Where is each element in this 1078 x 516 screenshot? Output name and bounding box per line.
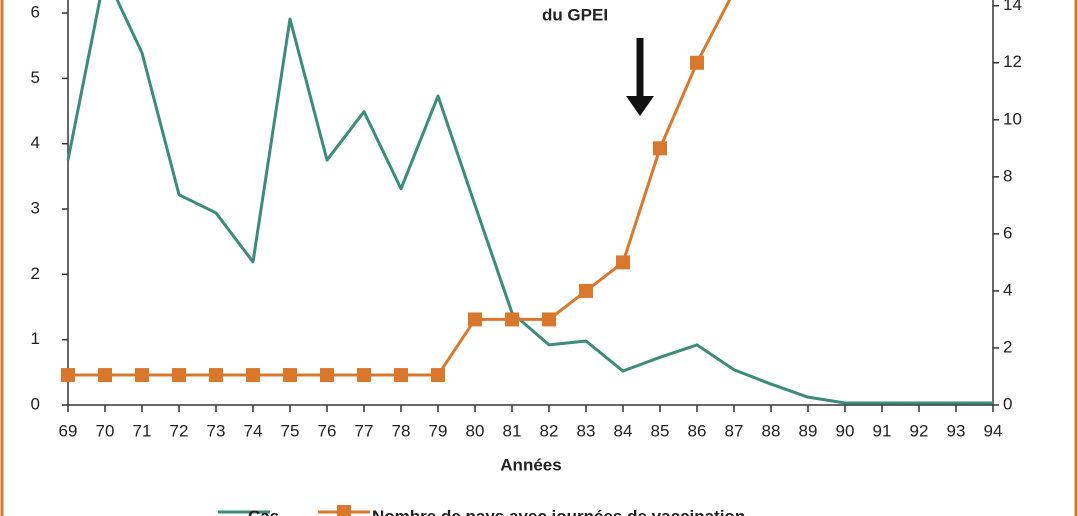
x-tick-label: 83 — [577, 421, 596, 440]
marker — [135, 368, 149, 383]
x-tick-label: 78 — [392, 421, 411, 440]
y-tick-label: 2 — [31, 264, 40, 283]
x-tick-label: 80 — [466, 421, 485, 440]
x-tick-label: 76 — [318, 421, 337, 440]
marker — [505, 312, 519, 327]
x-tick-label: 75 — [281, 421, 300, 440]
x-tick-label: 86 — [688, 421, 707, 440]
x-tick-label: 70 — [96, 421, 115, 440]
y-tick-label: 1 — [31, 329, 40, 348]
marker — [246, 368, 260, 383]
marker — [357, 368, 371, 383]
x-tick-label: 90 — [836, 421, 855, 440]
x-tick-label: 93 — [947, 421, 966, 440]
y-tick-label: 6 — [31, 3, 40, 22]
marker — [283, 368, 297, 383]
marker — [61, 368, 75, 383]
y2-tick-label: 4 — [1003, 280, 1012, 299]
x-tick-label: 82 — [540, 421, 559, 440]
x-tick-label: 91 — [873, 421, 892, 440]
marker — [172, 368, 186, 383]
x-tick-label: 94 — [984, 421, 1003, 440]
marker — [468, 312, 482, 327]
x-tick-label: 85 — [651, 421, 670, 440]
marker — [394, 368, 408, 383]
y2-tick-label: 8 — [1003, 166, 1012, 185]
x-axis-title: Années — [500, 455, 561, 474]
x-tick-label: 77 — [355, 421, 374, 440]
x-tick-label: 71 — [133, 421, 152, 440]
marker — [690, 55, 704, 70]
marker — [579, 283, 593, 298]
y-tick-label: 0 — [31, 394, 40, 413]
x-tick-label: 87 — [725, 421, 744, 440]
x-tick-label: 72 — [170, 421, 189, 440]
marker — [616, 255, 630, 270]
legend-label: Cas — [248, 507, 279, 516]
legend-label: Nombre de pays avec journées de vaccinat… — [372, 507, 745, 516]
x-tick-label: 81 — [503, 421, 522, 440]
marker — [209, 368, 223, 383]
x-tick-label: 92 — [910, 421, 929, 440]
y-tick-label: 5 — [31, 68, 40, 87]
y-tick-label: 4 — [31, 133, 40, 152]
x-tick-label: 84 — [614, 421, 633, 440]
x-tick-label: 74 — [244, 421, 263, 440]
x-tick-label: 89 — [799, 421, 818, 440]
y2-tick-label: 0 — [1003, 394, 1012, 413]
y2-tick-label: 12 — [1003, 52, 1022, 71]
arrow-head — [626, 96, 654, 116]
x-tick-label: 69 — [59, 421, 78, 440]
annotation: du GPEI — [542, 5, 608, 24]
x-tick-label: 88 — [762, 421, 781, 440]
x-tick-label: 73 — [207, 421, 226, 440]
marker — [542, 312, 556, 327]
y2-tick-label: 2 — [1003, 337, 1012, 356]
y2-tick-label: 6 — [1003, 223, 1012, 242]
marker — [320, 368, 334, 383]
y2-tick-label: 14 — [1003, 0, 1022, 14]
legend-marker — [337, 505, 351, 516]
y2-tick-label: 10 — [1003, 109, 1022, 128]
y-tick-label: 3 — [31, 199, 40, 218]
marker — [98, 368, 112, 383]
marker — [431, 368, 445, 383]
marker — [653, 141, 667, 156]
x-tick-label: 79 — [429, 421, 448, 440]
series-line — [66, 0, 993, 405]
